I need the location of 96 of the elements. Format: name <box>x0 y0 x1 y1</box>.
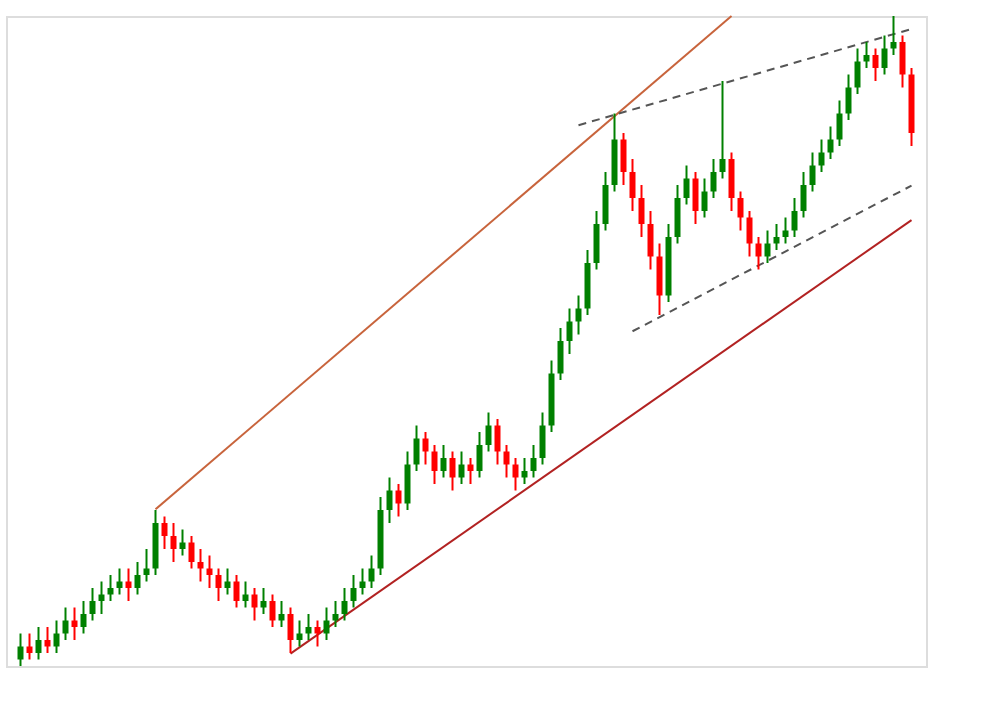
candlestick <box>593 210 600 271</box>
candlestick <box>80 600 87 635</box>
candlestick <box>809 151 816 193</box>
candlestick <box>800 171 807 219</box>
candlestick <box>242 580 249 609</box>
candlestick <box>17 632 24 667</box>
candlestick <box>512 457 519 492</box>
candlestick <box>710 158 717 199</box>
candlestick <box>782 216 789 245</box>
candlestick <box>881 34 888 76</box>
candlestick <box>728 151 735 212</box>
candlestick <box>134 561 141 596</box>
candlestick <box>152 509 159 576</box>
candlestick <box>296 619 303 648</box>
candlestick <box>170 522 177 563</box>
candlestick <box>215 567 222 602</box>
candlestick <box>755 236 762 271</box>
candlestick <box>683 164 690 206</box>
candlestick <box>602 171 609 232</box>
candlestick <box>485 411 492 453</box>
candlestick <box>413 424 420 472</box>
candlestick <box>863 41 870 69</box>
candlestick <box>530 444 537 479</box>
candlestick <box>656 242 663 316</box>
candlestick <box>404 450 411 511</box>
candlestick <box>35 626 42 661</box>
candlestick <box>188 535 195 570</box>
candlestick <box>692 171 699 225</box>
candlestick <box>287 606 294 654</box>
candlestick <box>638 184 645 238</box>
candlestick <box>899 34 906 89</box>
candlestick <box>494 418 501 466</box>
candlestick <box>458 450 465 485</box>
candlestick <box>107 574 114 602</box>
candlestick <box>467 457 474 485</box>
candlestick <box>737 190 744 232</box>
candlestick <box>764 229 771 264</box>
candlestick <box>539 411 546 466</box>
candlestick <box>431 444 438 485</box>
candlestick <box>386 476 393 524</box>
candlestick <box>98 580 105 615</box>
candlestick <box>179 528 186 557</box>
candlestick <box>557 327 564 381</box>
candlestick <box>44 626 51 654</box>
candlestick <box>503 444 510 479</box>
candlestick <box>260 587 267 615</box>
candlestick <box>251 587 258 622</box>
candlestick <box>440 444 447 479</box>
candlestick <box>233 574 240 609</box>
candlestick <box>422 431 429 466</box>
candlestick <box>359 567 366 596</box>
candlestick <box>836 99 843 147</box>
candlestick <box>575 294 582 336</box>
candlestick <box>278 600 285 628</box>
candlestick <box>206 554 213 589</box>
candlestick <box>350 574 357 609</box>
candlestick <box>53 619 60 654</box>
candlestick <box>305 613 312 641</box>
candlestick <box>584 249 591 316</box>
candlestick <box>476 431 483 479</box>
candlestick <box>773 223 780 251</box>
candlestick <box>701 177 708 219</box>
candlestick <box>71 606 78 641</box>
candlestick <box>845 73 852 121</box>
candlestick <box>521 457 528 485</box>
candlestick <box>566 307 573 355</box>
candlestick <box>872 47 879 82</box>
candlestick <box>719 80 726 180</box>
candlestick <box>341 587 348 622</box>
candlestick <box>791 197 798 238</box>
candlestick <box>611 112 618 193</box>
candlestick <box>26 632 33 661</box>
candlestick <box>827 125 834 160</box>
candlestick <box>332 600 339 628</box>
candlestick <box>620 132 627 186</box>
candlestick <box>62 606 69 641</box>
candlestick <box>323 606 330 641</box>
candlestick <box>269 593 276 628</box>
candlestick <box>125 567 132 602</box>
candlestick <box>746 210 753 258</box>
candlestick <box>818 138 825 173</box>
candlestick <box>674 184 681 245</box>
candlestick <box>854 47 861 95</box>
candlestick <box>116 567 123 596</box>
candlestick <box>395 483 402 518</box>
candlestick <box>449 450 456 492</box>
candlestick <box>314 619 321 648</box>
candlestick <box>143 548 150 583</box>
candlestick <box>629 158 636 212</box>
candlestick <box>890 15 897 56</box>
candlestick <box>197 548 204 583</box>
candlestick <box>89 587 96 622</box>
candlestick <box>368 554 375 589</box>
candlestick <box>224 567 231 596</box>
candlestick <box>647 210 654 271</box>
candlestick <box>161 515 168 550</box>
